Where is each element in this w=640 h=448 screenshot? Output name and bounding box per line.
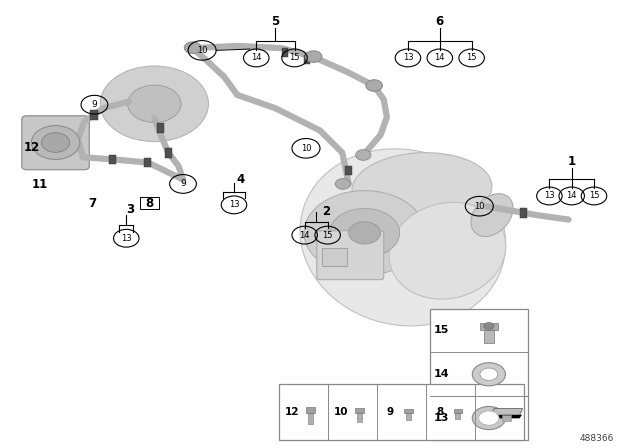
Bar [429,309,529,440]
Text: 13: 13 [228,200,239,209]
Bar [355,408,364,413]
Circle shape [356,150,371,160]
Text: 15: 15 [433,326,449,336]
Text: 15: 15 [589,191,599,200]
Bar [109,155,116,164]
Text: 10: 10 [474,202,484,211]
Bar [307,407,315,413]
Text: 5: 5 [271,15,280,28]
Bar [282,48,288,57]
Text: 14: 14 [435,53,445,62]
Text: 2: 2 [323,205,330,218]
Bar [90,110,98,120]
Circle shape [472,406,506,430]
Ellipse shape [389,202,506,299]
Text: 9: 9 [180,180,186,189]
Circle shape [335,179,351,189]
Polygon shape [491,409,523,416]
FancyBboxPatch shape [317,231,384,280]
Ellipse shape [471,194,513,237]
Circle shape [349,222,381,244]
Bar [145,158,152,168]
Text: 7: 7 [88,197,97,210]
Bar [520,208,527,218]
Circle shape [100,66,209,142]
Bar [404,409,413,413]
Bar [357,412,362,422]
Text: 15: 15 [289,53,300,62]
Circle shape [330,208,399,258]
Bar [278,384,524,440]
Text: 15: 15 [323,231,333,240]
Bar [480,323,498,330]
Text: 14: 14 [566,191,577,200]
Bar [140,197,159,209]
Bar [484,330,494,343]
Bar [456,412,460,419]
Text: 13: 13 [121,234,132,243]
Polygon shape [491,415,522,418]
Ellipse shape [352,153,492,224]
FancyBboxPatch shape [22,116,90,170]
Text: 13: 13 [433,413,449,423]
Bar [322,249,348,266]
Text: 14: 14 [251,53,262,62]
Text: 3: 3 [127,203,135,216]
Bar [406,412,411,420]
Bar [157,123,164,133]
Ellipse shape [300,149,506,326]
Circle shape [305,51,322,62]
Bar [304,55,310,64]
Text: 11: 11 [31,178,48,191]
Text: 10: 10 [197,46,207,55]
Text: 1: 1 [568,155,576,168]
Circle shape [366,80,383,91]
Text: 13: 13 [544,191,555,200]
Text: 10: 10 [301,144,311,153]
Text: 6: 6 [436,15,444,28]
Circle shape [484,323,494,330]
Circle shape [127,85,181,122]
Circle shape [184,42,201,53]
Text: 8: 8 [436,407,443,417]
Text: 14: 14 [300,231,310,240]
Circle shape [472,363,506,386]
Text: 8: 8 [145,197,154,210]
Text: 15: 15 [467,53,477,62]
Circle shape [31,125,80,159]
Bar [502,415,511,421]
Circle shape [479,411,499,425]
Ellipse shape [105,69,204,138]
Text: 12: 12 [285,407,300,417]
Bar [308,412,313,424]
Bar [454,409,462,413]
Circle shape [480,368,498,380]
Text: 14: 14 [433,369,449,379]
Text: 10: 10 [334,407,349,417]
Text: 9: 9 [92,100,97,109]
Text: 13: 13 [403,53,413,62]
Text: 4: 4 [236,173,244,186]
Text: 488366: 488366 [580,434,614,443]
Circle shape [42,133,70,152]
Text: 12: 12 [24,141,40,154]
Text: 9: 9 [387,407,394,417]
Bar [346,166,352,175]
Circle shape [304,190,425,275]
Bar [165,148,172,158]
